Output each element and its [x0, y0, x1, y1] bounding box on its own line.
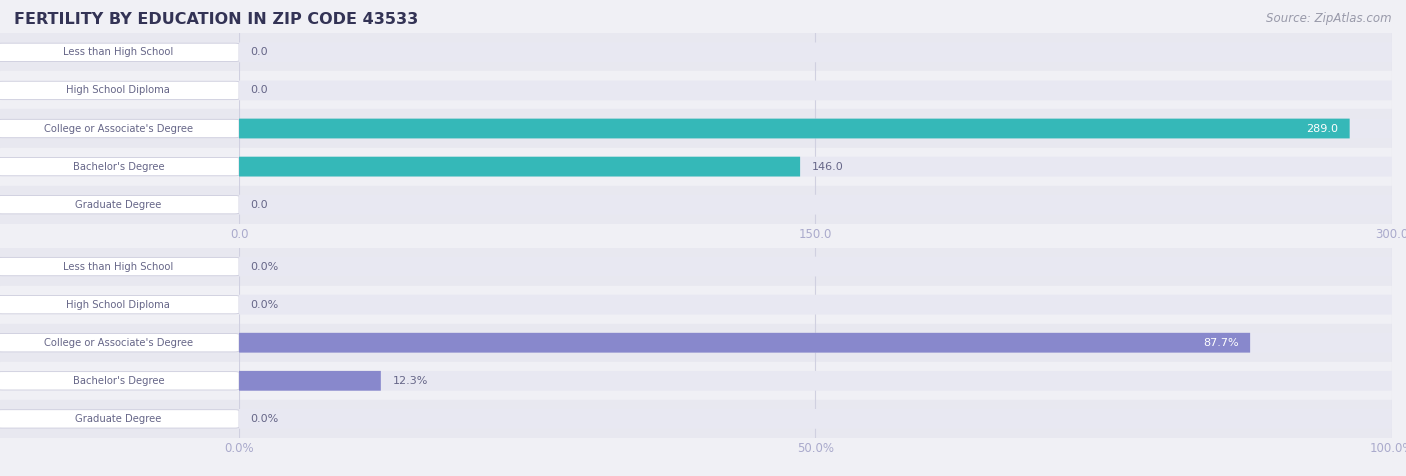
Text: Graduate Degree: Graduate Degree — [75, 199, 162, 210]
FancyBboxPatch shape — [0, 119, 239, 138]
FancyBboxPatch shape — [0, 258, 239, 276]
Bar — [0, 362, 239, 400]
Text: Less than High School: Less than High School — [63, 261, 173, 272]
FancyBboxPatch shape — [239, 295, 1392, 315]
Bar — [0, 33, 239, 71]
Text: 0.0%: 0.0% — [250, 261, 278, 272]
Text: 0.0%: 0.0% — [250, 414, 278, 424]
Bar — [0, 109, 239, 148]
FancyBboxPatch shape — [0, 334, 239, 352]
Bar — [0, 148, 239, 186]
Text: College or Associate's Degree: College or Associate's Degree — [44, 337, 193, 348]
Text: 0.0: 0.0 — [250, 85, 269, 96]
FancyBboxPatch shape — [239, 80, 1392, 100]
Text: 289.0: 289.0 — [1306, 123, 1339, 134]
Bar — [239, 186, 1392, 224]
Text: College or Associate's Degree: College or Associate's Degree — [44, 123, 193, 134]
Text: 146.0: 146.0 — [811, 161, 844, 172]
FancyBboxPatch shape — [0, 158, 239, 176]
FancyBboxPatch shape — [239, 409, 1392, 429]
FancyBboxPatch shape — [0, 196, 239, 214]
FancyBboxPatch shape — [239, 333, 1250, 353]
Text: Source: ZipAtlas.com: Source: ZipAtlas.com — [1267, 12, 1392, 25]
Text: 87.7%: 87.7% — [1204, 337, 1239, 348]
Bar — [239, 248, 1392, 286]
Bar — [239, 148, 1392, 186]
Bar — [0, 286, 239, 324]
Text: 0.0%: 0.0% — [250, 299, 278, 310]
Bar — [239, 286, 1392, 324]
Bar — [239, 400, 1392, 438]
Text: Graduate Degree: Graduate Degree — [75, 414, 162, 424]
FancyBboxPatch shape — [239, 119, 1350, 139]
FancyBboxPatch shape — [239, 257, 1392, 277]
FancyBboxPatch shape — [0, 372, 239, 390]
FancyBboxPatch shape — [239, 333, 1392, 353]
Text: 0.0: 0.0 — [250, 199, 269, 210]
Bar — [239, 362, 1392, 400]
FancyBboxPatch shape — [0, 410, 239, 428]
FancyBboxPatch shape — [239, 371, 1392, 391]
Bar — [0, 400, 239, 438]
FancyBboxPatch shape — [239, 371, 381, 391]
Bar — [0, 248, 239, 286]
FancyBboxPatch shape — [0, 81, 239, 99]
FancyBboxPatch shape — [0, 43, 239, 61]
FancyBboxPatch shape — [239, 157, 1392, 177]
Bar — [239, 109, 1392, 148]
Text: 12.3%: 12.3% — [392, 376, 427, 386]
Text: 0.0: 0.0 — [250, 47, 269, 58]
Bar — [239, 324, 1392, 362]
Text: FERTILITY BY EDUCATION IN ZIP CODE 43533: FERTILITY BY EDUCATION IN ZIP CODE 43533 — [14, 12, 419, 27]
FancyBboxPatch shape — [0, 296, 239, 314]
Bar — [0, 324, 239, 362]
Text: High School Diploma: High School Diploma — [66, 299, 170, 310]
Text: Less than High School: Less than High School — [63, 47, 173, 58]
FancyBboxPatch shape — [239, 42, 1392, 62]
Text: Bachelor's Degree: Bachelor's Degree — [73, 376, 165, 386]
Bar — [239, 33, 1392, 71]
FancyBboxPatch shape — [239, 119, 1392, 139]
FancyBboxPatch shape — [239, 195, 1392, 215]
Bar — [0, 186, 239, 224]
Bar — [0, 71, 239, 109]
Bar — [239, 71, 1392, 109]
Text: High School Diploma: High School Diploma — [66, 85, 170, 96]
Text: Bachelor's Degree: Bachelor's Degree — [73, 161, 165, 172]
FancyBboxPatch shape — [239, 157, 800, 177]
